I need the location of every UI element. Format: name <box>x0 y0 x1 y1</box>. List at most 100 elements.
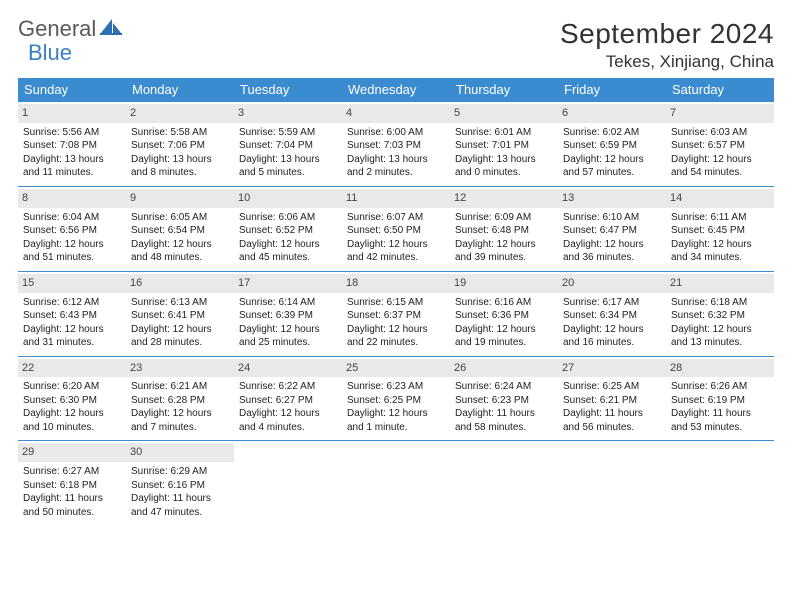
day-detail: Sunrise: 6:24 AMSunset: 6:23 PMDaylight:… <box>455 380 553 434</box>
day-cell: 2 Sunrise: 5:58 AMSunset: 7:06 PMDaylight… <box>126 102 234 186</box>
day-cell: 6 Sunrise: 6:02 AMSunset: 6:59 PMDaylight… <box>558 102 666 186</box>
day-number: 6 <box>558 104 666 123</box>
day-cell: 16 Sunrise: 6:13 AMSunset: 6:41 PMDayligh… <box>126 272 234 356</box>
logo-word1: General <box>18 18 96 40</box>
week-row: 15 Sunrise: 6:12 AMSunset: 6:43 PMDayligh… <box>18 272 774 357</box>
dow-header-row: Sunday Monday Tuesday Wednesday Thursday… <box>18 78 774 102</box>
day-number: 28 <box>666 359 774 378</box>
day-number: 25 <box>342 359 450 378</box>
month-title: September 2024 <box>560 18 774 50</box>
day-number: 5 <box>450 104 558 123</box>
day-number: 29 <box>18 443 126 462</box>
day-cell: 27 Sunrise: 6:25 AMSunset: 6:21 PMDayligh… <box>558 357 666 441</box>
day-cell: 22 Sunrise: 6:20 AMSunset: 6:30 PMDayligh… <box>18 357 126 441</box>
day-detail: Sunrise: 6:03 AMSunset: 6:57 PMDaylight:… <box>671 126 769 180</box>
calendar-body: 1 Sunrise: 5:56 AMSunset: 7:08 PMDaylight… <box>18 102 774 525</box>
day-detail: Sunrise: 6:13 AMSunset: 6:41 PMDaylight:… <box>131 296 229 350</box>
day-cell: 19 Sunrise: 6:16 AMSunset: 6:36 PMDayligh… <box>450 272 558 356</box>
day-cell: 5 Sunrise: 6:01 AMSunset: 7:01 PMDaylight… <box>450 102 558 186</box>
day-detail: Sunrise: 6:09 AMSunset: 6:48 PMDaylight:… <box>455 211 553 265</box>
title-block: September 2024 Tekes, Xinjiang, China <box>560 18 774 72</box>
day-number: 27 <box>558 359 666 378</box>
week-row: 8 Sunrise: 6:04 AMSunset: 6:56 PMDaylight… <box>18 187 774 272</box>
day-cell: 18Sunrise: 6:15 AMSunset: 6:37 PMDayligh… <box>342 272 450 356</box>
day-cell: 26 Sunrise: 6:24 AMSunset: 6:23 PMDayligh… <box>450 357 558 441</box>
day-cell: 24Sunrise: 6:22 AMSunset: 6:27 PMDayligh… <box>234 357 342 441</box>
day-cell: 8 Sunrise: 6:04 AMSunset: 6:56 PMDaylight… <box>18 187 126 271</box>
day-number: 13 <box>558 189 666 208</box>
day-detail: Sunrise: 6:06 AMSunset: 6:52 PMDaylight:… <box>239 211 337 265</box>
day-number: 22 <box>18 359 126 378</box>
week-row: 1 Sunrise: 5:56 AMSunset: 7:08 PMDaylight… <box>18 102 774 187</box>
day-cell <box>342 441 450 525</box>
day-cell: 12 Sunrise: 6:09 AMSunset: 6:48 PMDayligh… <box>450 187 558 271</box>
day-detail: Sunrise: 6:00 AMSunset: 7:03 PMDaylight:… <box>347 126 445 180</box>
day-number: 15 <box>18 274 126 293</box>
day-number: 23 <box>126 359 234 378</box>
day-detail: Sunrise: 5:59 AMSunset: 7:04 PMDaylight:… <box>239 126 337 180</box>
day-detail: Sunrise: 6:10 AMSunset: 6:47 PMDaylight:… <box>563 211 661 265</box>
dow-thursday: Thursday <box>450 78 558 102</box>
day-number: 26 <box>450 359 558 378</box>
day-cell: 3 Sunrise: 5:59 AMSunset: 7:04 PMDaylight… <box>234 102 342 186</box>
dow-monday: Monday <box>126 78 234 102</box>
day-detail: Sunrise: 6:29 AMSunset: 6:16 PMDaylight:… <box>131 465 229 519</box>
day-number: 3 <box>234 104 342 123</box>
day-number: 11 <box>342 189 450 208</box>
day-detail: Sunrise: 6:25 AMSunset: 6:21 PMDaylight:… <box>563 380 661 434</box>
day-detail: Sunrise: 6:16 AMSunset: 6:36 PMDaylight:… <box>455 296 553 350</box>
day-detail: Sunrise: 6:20 AMSunset: 6:30 PMDaylight:… <box>23 380 121 434</box>
day-number: 14 <box>666 189 774 208</box>
day-detail: Sunrise: 6:12 AMSunset: 6:43 PMDaylight:… <box>23 296 121 350</box>
day-detail: Sunrise: 6:26 AMSunset: 6:19 PMDaylight:… <box>671 380 769 434</box>
day-detail: Sunrise: 6:07 AMSunset: 6:50 PMDaylight:… <box>347 211 445 265</box>
day-cell: 4 Sunrise: 6:00 AMSunset: 7:03 PMDaylight… <box>342 102 450 186</box>
day-cell: 9 Sunrise: 6:05 AMSunset: 6:54 PMDaylight… <box>126 187 234 271</box>
day-number: 10 <box>234 189 342 208</box>
day-number: 16 <box>126 274 234 293</box>
logo-sail-icon <box>100 18 122 40</box>
day-detail: Sunrise: 6:27 AMSunset: 6:18 PMDaylight:… <box>23 465 121 519</box>
day-detail: Sunrise: 6:15 AMSunset: 6:37 PMDaylight:… <box>347 296 445 350</box>
day-cell: 21Sunrise: 6:18 AMSunset: 6:32 PMDayligh… <box>666 272 774 356</box>
day-detail: Sunrise: 6:17 AMSunset: 6:34 PMDaylight:… <box>563 296 661 350</box>
day-cell: 1 Sunrise: 5:56 AMSunset: 7:08 PMDaylight… <box>18 102 126 186</box>
day-cell <box>234 441 342 525</box>
day-number: 2 <box>126 104 234 123</box>
day-cell: 17Sunrise: 6:14 AMSunset: 6:39 PMDayligh… <box>234 272 342 356</box>
day-number: 9 <box>126 189 234 208</box>
day-detail: Sunrise: 6:14 AMSunset: 6:39 PMDaylight:… <box>239 296 337 350</box>
day-cell: 14 Sunrise: 6:11 AMSunset: 6:45 PMDayligh… <box>666 187 774 271</box>
day-cell: 20Sunrise: 6:17 AMSunset: 6:34 PMDayligh… <box>558 272 666 356</box>
day-detail: Sunrise: 6:11 AMSunset: 6:45 PMDaylight:… <box>671 211 769 265</box>
day-detail: Sunrise: 6:02 AMSunset: 6:59 PMDaylight:… <box>563 126 661 180</box>
calendar: Sunday Monday Tuesday Wednesday Thursday… <box>18 78 774 525</box>
day-number: 4 <box>342 104 450 123</box>
dow-friday: Friday <box>558 78 666 102</box>
header: General September 2024 Tekes, Xinjiang, … <box>18 18 774 72</box>
day-cell: 13 Sunrise: 6:10 AMSunset: 6:47 PMDayligh… <box>558 187 666 271</box>
day-number: 1 <box>18 104 126 123</box>
day-cell <box>558 441 666 525</box>
day-number: 8 <box>18 189 126 208</box>
day-cell: 15 Sunrise: 6:12 AMSunset: 6:43 PMDayligh… <box>18 272 126 356</box>
day-number: 19 <box>450 274 558 293</box>
day-cell: 11 Sunrise: 6:07 AMSunset: 6:50 PMDayligh… <box>342 187 450 271</box>
day-detail: Sunrise: 5:58 AMSunset: 7:06 PMDaylight:… <box>131 126 229 180</box>
day-cell <box>450 441 558 525</box>
day-detail: Sunrise: 5:56 AMSunset: 7:08 PMDaylight:… <box>23 126 121 180</box>
day-detail: Sunrise: 6:01 AMSunset: 7:01 PMDaylight:… <box>455 126 553 180</box>
day-number: 12 <box>450 189 558 208</box>
logo: General <box>18 18 124 40</box>
logo-word2: Blue <box>28 40 72 66</box>
day-detail: Sunrise: 6:05 AMSunset: 6:54 PMDaylight:… <box>131 211 229 265</box>
day-detail: Sunrise: 6:04 AMSunset: 6:56 PMDaylight:… <box>23 211 121 265</box>
day-number: 21 <box>666 274 774 293</box>
dow-saturday: Saturday <box>666 78 774 102</box>
day-cell: 10 Sunrise: 6:06 AMSunset: 6:52 PMDayligh… <box>234 187 342 271</box>
day-cell: 23Sunrise: 6:21 AMSunset: 6:28 PMDayligh… <box>126 357 234 441</box>
day-number: 7 <box>666 104 774 123</box>
day-cell: 7 Sunrise: 6:03 AMSunset: 6:57 PMDaylight… <box>666 102 774 186</box>
day-cell: 28 Sunrise: 6:26 AMSunset: 6:19 PMDayligh… <box>666 357 774 441</box>
week-row: 22 Sunrise: 6:20 AMSunset: 6:30 PMDayligh… <box>18 357 774 442</box>
